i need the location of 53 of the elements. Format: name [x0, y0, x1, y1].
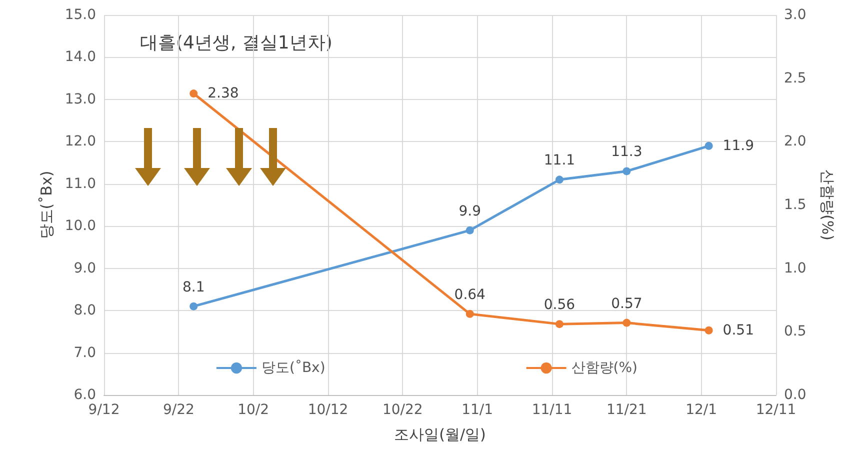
y2-tick-label: 3.0	[784, 7, 806, 23]
y-tick-label: 13.0	[64, 91, 96, 108]
point	[555, 176, 564, 184]
x-tick-label: 9/22	[162, 402, 194, 418]
y2-axis-title: 산함량(%)	[818, 170, 836, 240]
y-tick-label: 14.0	[64, 49, 96, 66]
data-label: 8.1	[182, 279, 205, 296]
x-tick-label: 9/12	[88, 402, 120, 418]
data-label: 11.1	[544, 152, 576, 169]
point	[704, 326, 713, 334]
x-tick-label: 11/21	[606, 402, 647, 418]
x-tick-label: 10/22	[382, 402, 423, 418]
point	[190, 302, 198, 310]
y-tick-label: 11.0	[64, 176, 96, 192]
y-tick-label: 10.0	[64, 218, 96, 234]
legend-label: 당도(˚Bx)	[261, 359, 326, 376]
x-tick-label: 12/1	[686, 402, 718, 418]
legend-label: 산함량(%)	[571, 360, 638, 376]
point	[704, 142, 713, 150]
x-tick-label: 11/1	[462, 402, 494, 418]
data-label: 11.3	[611, 144, 642, 160]
y-tick-label: 6.0	[74, 387, 96, 403]
y-tick-label: 15.0	[64, 7, 96, 23]
x-tick-label: 10/2	[238, 402, 270, 418]
y2-tick-label: 2.0	[784, 134, 806, 150]
point	[555, 320, 564, 328]
point	[622, 167, 631, 176]
data-label: 0.56	[544, 297, 576, 314]
y2-tick-label: 1.0	[784, 260, 806, 276]
data-label: 9.9	[458, 203, 481, 220]
y-tick-label: 8.0	[74, 302, 96, 319]
data-label: 0.64	[454, 286, 486, 303]
y2-tick-label: 1.5	[784, 197, 806, 213]
x-tick-label: 11/11	[532, 402, 572, 418]
point	[466, 226, 474, 234]
x-axis-title: 조사일(월/일)	[394, 426, 486, 444]
y2-tick-label: 0.0	[784, 387, 806, 403]
y-axis-title: 당도(˚Bx)	[37, 170, 56, 240]
point	[466, 310, 474, 318]
data-label: 0.57	[611, 296, 642, 312]
y-tick-label: 7.0	[74, 344, 96, 361]
x-tick-label: 10/12	[308, 402, 348, 418]
data-label: 2.38	[208, 86, 239, 102]
x-tick-label: 12/11	[756, 402, 796, 418]
data-label: 11.9	[722, 138, 754, 154]
y-tick-label: 12.0	[64, 134, 96, 150]
y2-tick-label: 0.5	[784, 324, 806, 340]
annotation: 대흘(4년생, 결실1년차)	[140, 32, 332, 54]
point	[190, 90, 198, 98]
y2-tick-label: 2.5	[784, 70, 806, 86]
y-tick-label: 9.0	[74, 260, 96, 276]
data-label: 0.51	[722, 322, 754, 338]
point	[622, 318, 631, 327]
